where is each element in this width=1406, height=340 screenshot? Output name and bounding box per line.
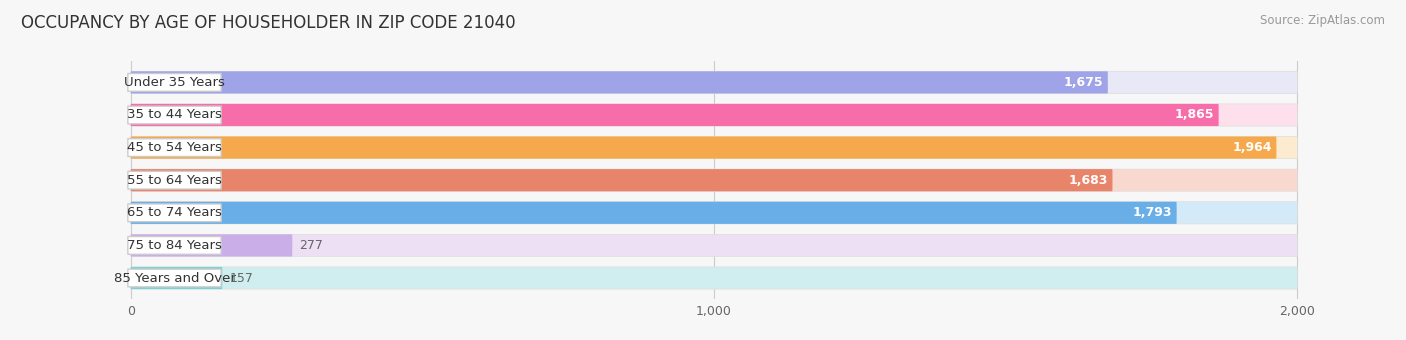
FancyBboxPatch shape <box>131 71 1298 94</box>
Text: 75 to 84 Years: 75 to 84 Years <box>127 239 222 252</box>
Text: 1,683: 1,683 <box>1069 174 1108 187</box>
FancyBboxPatch shape <box>128 106 221 124</box>
FancyBboxPatch shape <box>131 234 292 256</box>
FancyBboxPatch shape <box>128 171 221 189</box>
FancyBboxPatch shape <box>128 237 221 254</box>
Text: 45 to 54 Years: 45 to 54 Years <box>127 141 222 154</box>
Text: 1,865: 1,865 <box>1174 108 1213 121</box>
FancyBboxPatch shape <box>131 71 1108 94</box>
FancyBboxPatch shape <box>131 267 1298 289</box>
Text: Source: ZipAtlas.com: Source: ZipAtlas.com <box>1260 14 1385 27</box>
FancyBboxPatch shape <box>131 104 1298 126</box>
FancyBboxPatch shape <box>128 73 221 91</box>
FancyBboxPatch shape <box>131 169 1112 191</box>
FancyBboxPatch shape <box>128 139 221 156</box>
FancyBboxPatch shape <box>131 169 1298 191</box>
Text: 55 to 64 Years: 55 to 64 Years <box>127 174 222 187</box>
Text: 157: 157 <box>229 272 253 285</box>
FancyBboxPatch shape <box>131 202 1298 224</box>
FancyBboxPatch shape <box>128 204 221 222</box>
FancyBboxPatch shape <box>131 137 1298 159</box>
FancyBboxPatch shape <box>131 202 1177 224</box>
FancyBboxPatch shape <box>131 267 222 289</box>
Text: 35 to 44 Years: 35 to 44 Years <box>127 108 222 121</box>
FancyBboxPatch shape <box>131 104 1219 126</box>
Text: 1,675: 1,675 <box>1063 76 1104 89</box>
Text: 1,793: 1,793 <box>1132 206 1173 219</box>
Text: OCCUPANCY BY AGE OF HOUSEHOLDER IN ZIP CODE 21040: OCCUPANCY BY AGE OF HOUSEHOLDER IN ZIP C… <box>21 14 516 32</box>
FancyBboxPatch shape <box>131 234 1298 256</box>
FancyBboxPatch shape <box>128 269 221 287</box>
FancyBboxPatch shape <box>131 137 1277 159</box>
Text: Under 35 Years: Under 35 Years <box>124 76 225 89</box>
Text: 1,964: 1,964 <box>1232 141 1272 154</box>
Text: 85 Years and Over: 85 Years and Over <box>114 272 235 285</box>
Text: 277: 277 <box>299 239 323 252</box>
Text: 65 to 74 Years: 65 to 74 Years <box>127 206 222 219</box>
